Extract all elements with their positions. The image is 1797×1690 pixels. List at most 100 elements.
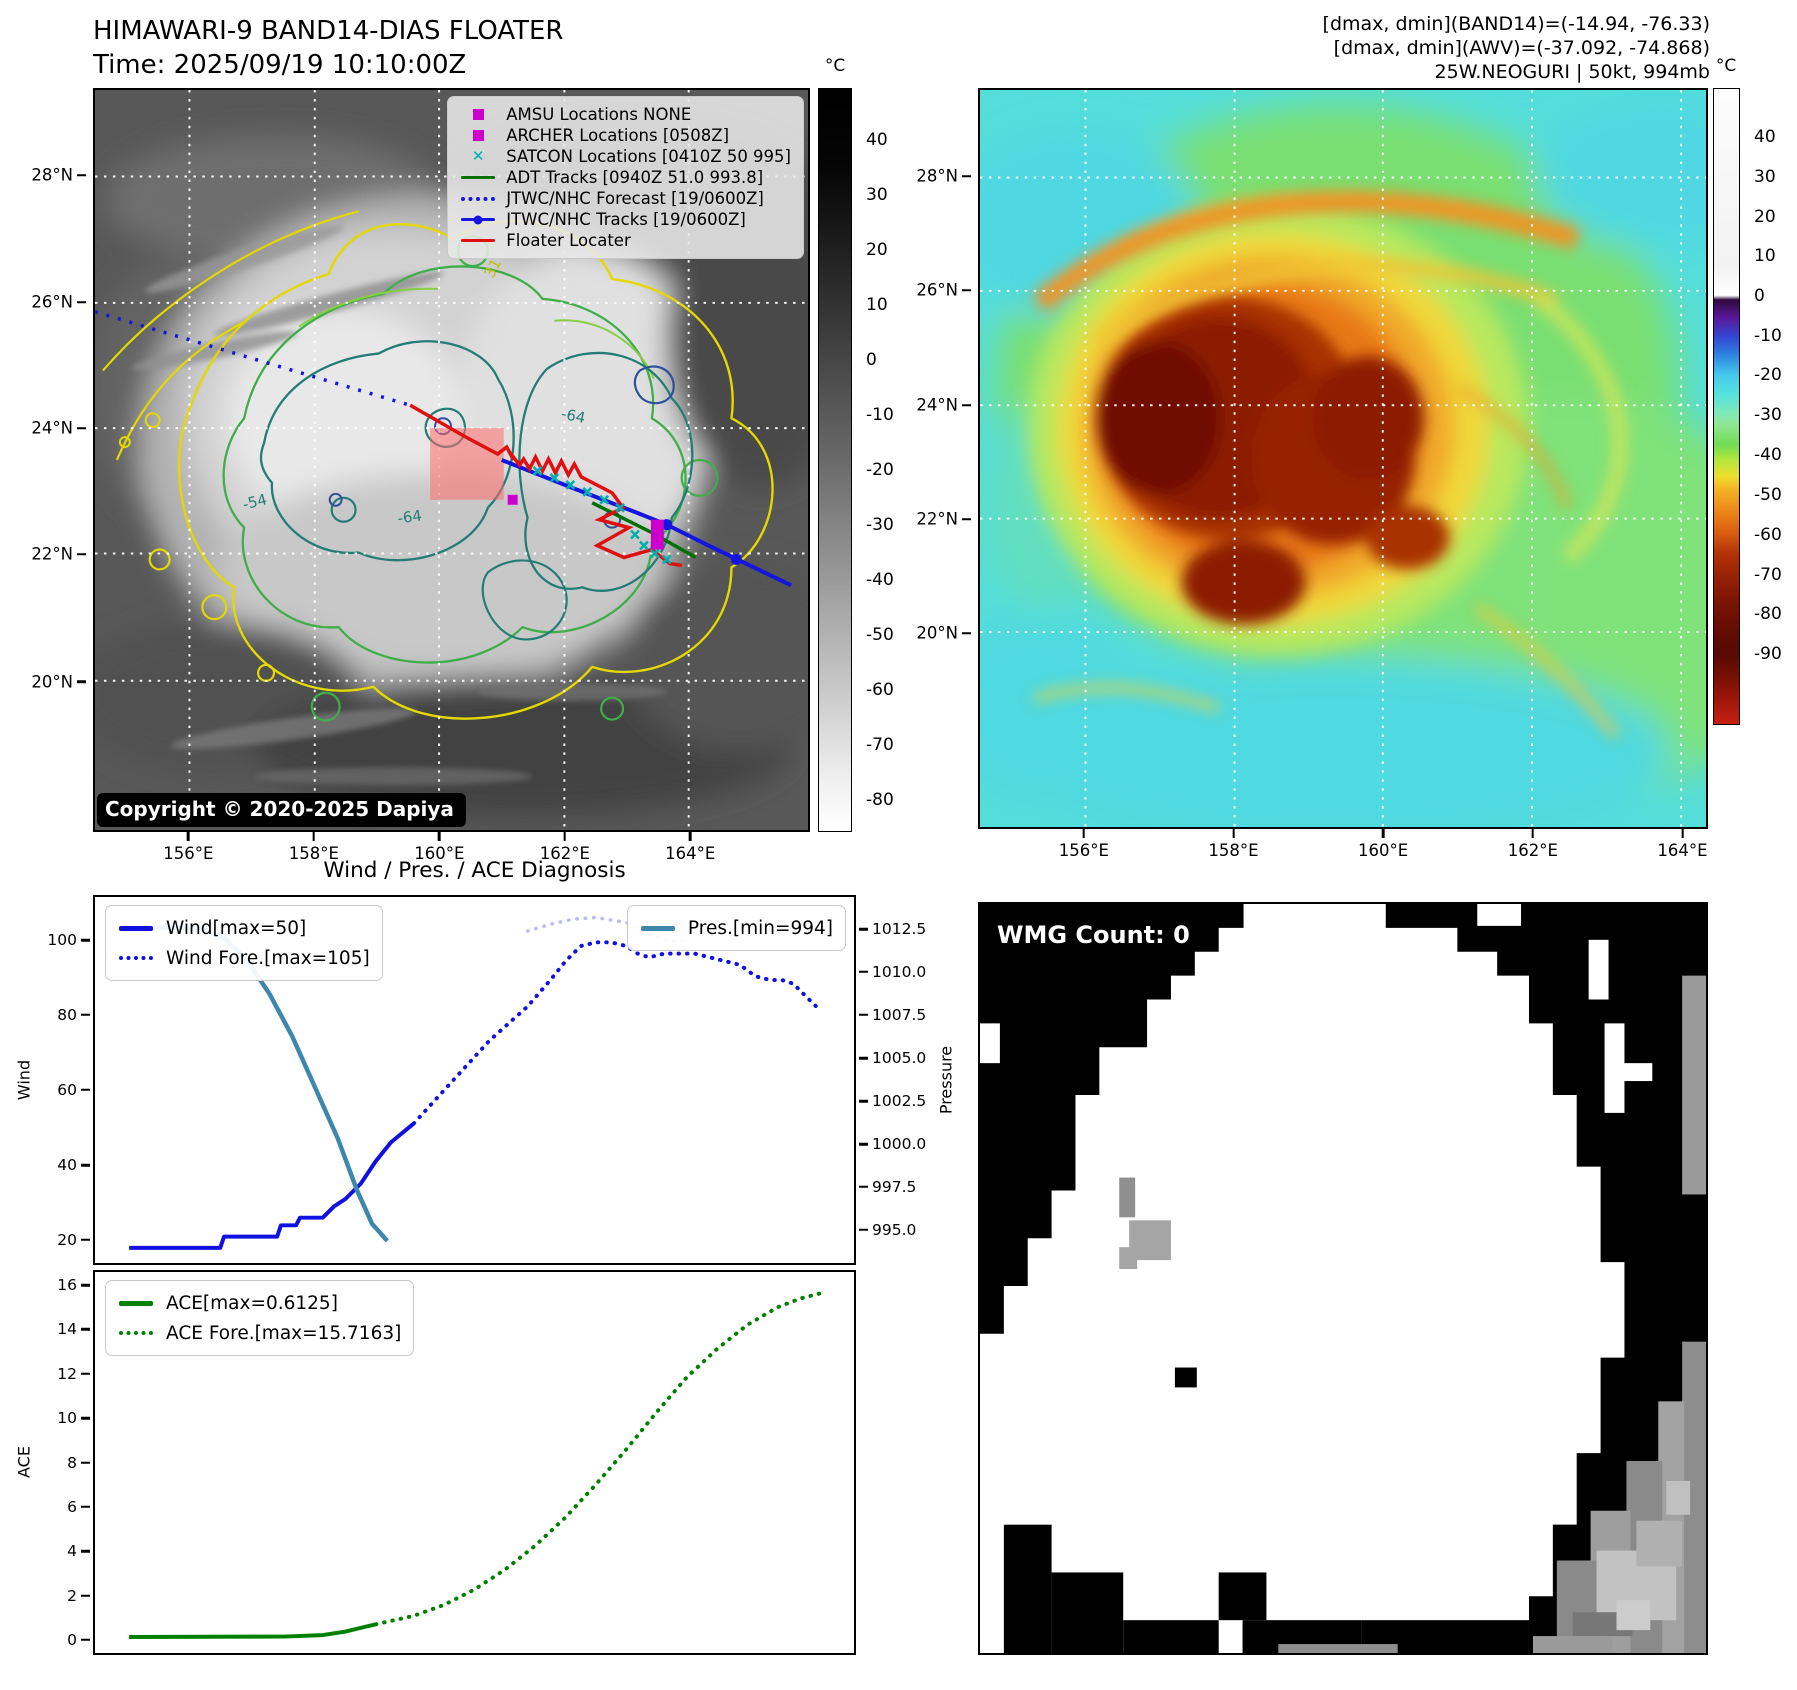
tick-label: 22°N: [916, 509, 958, 529]
wind-pressure-chart: Wind[max=50] Wind Fore.[max=105] Pres.[m…: [93, 895, 856, 1265]
legend-row-ace-fore: ACE Fore.[max=15.7163]: [118, 1318, 401, 1348]
tick-label: 10: [57, 1409, 77, 1428]
ace-axis: 16 14 12 10 8 6 4 2 0: [43, 1270, 93, 1655]
tick-label: 1002.5: [872, 1092, 927, 1111]
amsu-square-icon: [460, 109, 496, 120]
legend-row-jtwc-track: JTWC/NHC Tracks [19/0600Z]: [460, 209, 791, 230]
tick-label: 20: [57, 1230, 77, 1249]
tick-label: 24°N: [916, 395, 958, 415]
legend-row-forecast: JTWC/NHC Forecast [19/0600Z]: [460, 188, 791, 209]
wmg-gray-regions: [1119, 975, 1706, 1653]
legend-row-floater: Floater Locater: [460, 230, 791, 251]
tick-label: 2: [67, 1586, 77, 1605]
storm-id-intensity: 25W.NEOGURI | 50kt, 994mb: [1434, 61, 1710, 83]
tick-label: 160°E: [414, 844, 465, 863]
header-stats: [dmax, dmin](BAND14)=(-14.94, -76.33) [d…: [1323, 12, 1710, 84]
tick-label: 30: [1754, 166, 1776, 187]
wmg-white-notches: [980, 904, 1653, 1561]
tick-label: 30: [866, 185, 888, 206]
ir-contours: [102, 210, 774, 722]
band14-map-panel: -54 -64 -64 31 AMSU Locations NONE ARCHE…: [93, 88, 810, 832]
tick-label: 40: [866, 130, 888, 151]
tick-label: 26°N: [31, 292, 73, 312]
tick-label: 26°N: [916, 280, 958, 300]
diagnosis-title: Wind / Pres. / ACE Diagnosis: [323, 858, 626, 883]
tick-label: 28°N: [31, 165, 73, 185]
map-title: HIMAWARI-9 BAND14-DIAS FLOATER: [93, 16, 564, 46]
ace-axis-label: ACE: [14, 1446, 34, 1478]
graticule: [980, 90, 1706, 827]
wind-line-icon: [118, 925, 154, 931]
band14-colorbar-ticks: 40 30 20 10 0 -10 -20 -30 -40 -50 -60 -70 -80: [856, 88, 916, 832]
tick-label: -80: [866, 790, 894, 810]
wind-fore-dotted-icon: [118, 956, 154, 960]
page-title: HIMAWARI-9 BAND14-DIAS FLOATER Time: 202…: [93, 14, 563, 82]
tick-label: -50: [866, 624, 894, 645]
band14-colorbar-unit: °C: [824, 56, 846, 76]
dmax-dmin-awv: [dmax, dmin](AWV)=(-37.092, -74.868): [1333, 37, 1710, 59]
awv-spiral-bands: [1032, 190, 1628, 740]
graticule: [95, 90, 808, 830]
tick-label: 20°N: [31, 672, 73, 692]
track-line-dot-icon: [460, 215, 496, 224]
band14-lat-axis: 28°N 26°N 24°N 22°N 20°N: [31, 88, 89, 832]
awv-lon-axis: 156°E 158°E 160°E 162°E 164°E: [978, 829, 1708, 860]
tick-label: 6: [67, 1497, 77, 1516]
ace-plot-area: [129, 1291, 822, 1639]
tick-label: -70: [866, 734, 894, 755]
forecast-dotted-icon: [460, 196, 496, 201]
tick-label: -50: [1754, 485, 1782, 506]
contour-label: -54: [241, 490, 269, 513]
ace-chart: ACE[max=0.6125] ACE Fore.[max=15.7163]: [93, 1270, 856, 1655]
wind-axis: 100 80 60 40 20: [43, 895, 93, 1265]
copyright-badge: Copyright © 2020-2025 Dapiya: [97, 793, 466, 827]
analysis-area-box: [430, 428, 504, 500]
contour-value-labels: -54 -64 -64 31: [241, 256, 587, 528]
archer-square-icon: [460, 130, 496, 141]
tick-label: 1012.5: [872, 920, 927, 939]
ace-legend: ACE[max=0.6125] ACE Fore.[max=15.7163]: [105, 1280, 415, 1356]
tick-label: 10: [1754, 246, 1776, 267]
jtwc-track-line: [500, 458, 792, 588]
tick-label: 20: [1754, 206, 1776, 227]
ace-line-icon: [118, 1300, 154, 1306]
legend-row-ace: ACE[max=0.6125]: [118, 1288, 401, 1318]
tick-label: 160°E: [1358, 841, 1409, 860]
tick-label: -40: [866, 569, 894, 590]
tick-label: 20°N: [916, 623, 958, 643]
tick-label: 1010.0: [872, 962, 927, 981]
tick-label: -20: [866, 459, 894, 480]
tick-label: 40: [1754, 127, 1776, 148]
tick-label: -10: [1754, 325, 1782, 346]
tick-label: 162°E: [1507, 841, 1558, 860]
archer-markers: [507, 494, 664, 550]
legend-row-amsu: AMSU Locations NONE: [460, 104, 791, 125]
awv-cold-core: [1097, 296, 1450, 625]
tick-label: 20: [866, 240, 888, 261]
tick-label: 158°E: [1208, 841, 1259, 860]
wind-legend: Wind[max=50] Wind Fore.[max=105]: [105, 905, 383, 981]
tick-label: -20: [1754, 365, 1782, 386]
tick-label: 1005.0: [872, 1049, 927, 1068]
floater-line-icon: [460, 238, 496, 243]
legend-row-pres: Pres.[min=994]: [640, 913, 833, 943]
tick-label: -70: [1754, 564, 1782, 585]
tick-label: 995.0: [872, 1220, 917, 1239]
tick-label: 164°E: [665, 844, 716, 863]
tick-label: 40: [57, 1156, 77, 1175]
tick-label: -80: [1754, 604, 1782, 625]
series-ACE Fore.[max=15.7163]: [373, 1291, 822, 1627]
series-ACE[max=0.6125]: [129, 1622, 377, 1639]
tick-label: 156°E: [163, 844, 214, 863]
wind-axis-label: Wind: [14, 1059, 34, 1101]
awv-colorbar: [1713, 88, 1740, 725]
tick-label: 997.5: [872, 1177, 917, 1196]
band14-lon-axis: 156°E 158°E 160°E 162°E 164°E: [93, 832, 810, 863]
tick-label: 100: [47, 931, 77, 950]
dmax-dmin-band14: [dmax, dmin](BAND14)=(-14.94, -76.33): [1322, 13, 1710, 35]
tick-label: 28°N: [916, 166, 958, 186]
floater-track-line: [409, 403, 682, 568]
ace-fore-dotted-icon: [118, 1331, 154, 1335]
wmg-count-label: WMG Count: 0: [997, 921, 1190, 949]
